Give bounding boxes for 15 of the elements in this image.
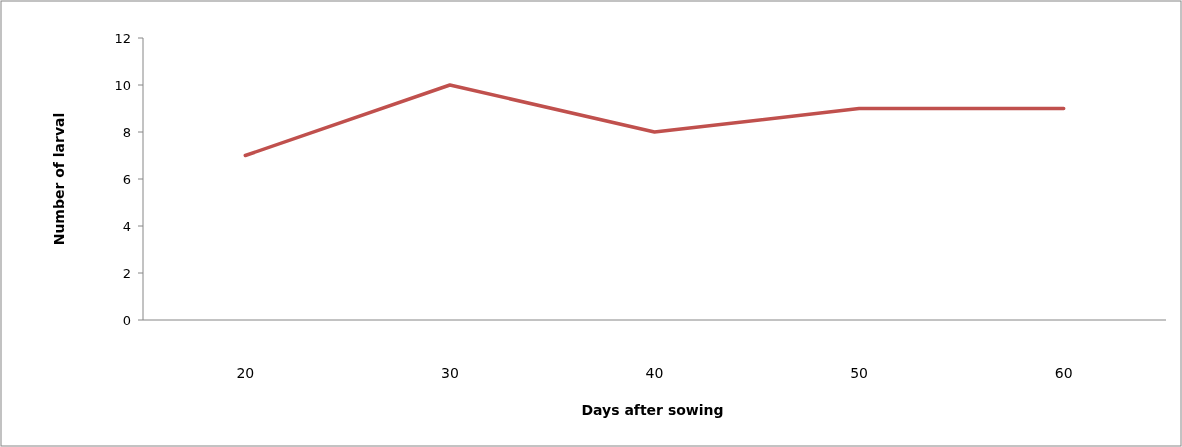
y-tick-label: 10 bbox=[114, 77, 131, 93]
x-tick-label: 30 bbox=[440, 365, 459, 381]
y-tick-label: 2 bbox=[122, 265, 131, 281]
y-tick-label: 12 bbox=[114, 30, 131, 46]
x-tick-label: 50 bbox=[850, 365, 869, 381]
x-tick-label: 20 bbox=[236, 365, 255, 381]
y-tick-label: 0 bbox=[122, 312, 131, 328]
line-series bbox=[243, 83, 1066, 158]
x-axis-title: Days after sowing bbox=[581, 402, 724, 418]
y-tick-label: 6 bbox=[122, 171, 131, 187]
y-tick-label: 4 bbox=[122, 218, 131, 234]
y-axis-title: Number of larval bbox=[51, 112, 67, 246]
y-tick-label: 8 bbox=[122, 124, 131, 140]
x-tick-label: 60 bbox=[1054, 365, 1073, 381]
x-tick-label: 40 bbox=[645, 365, 664, 381]
